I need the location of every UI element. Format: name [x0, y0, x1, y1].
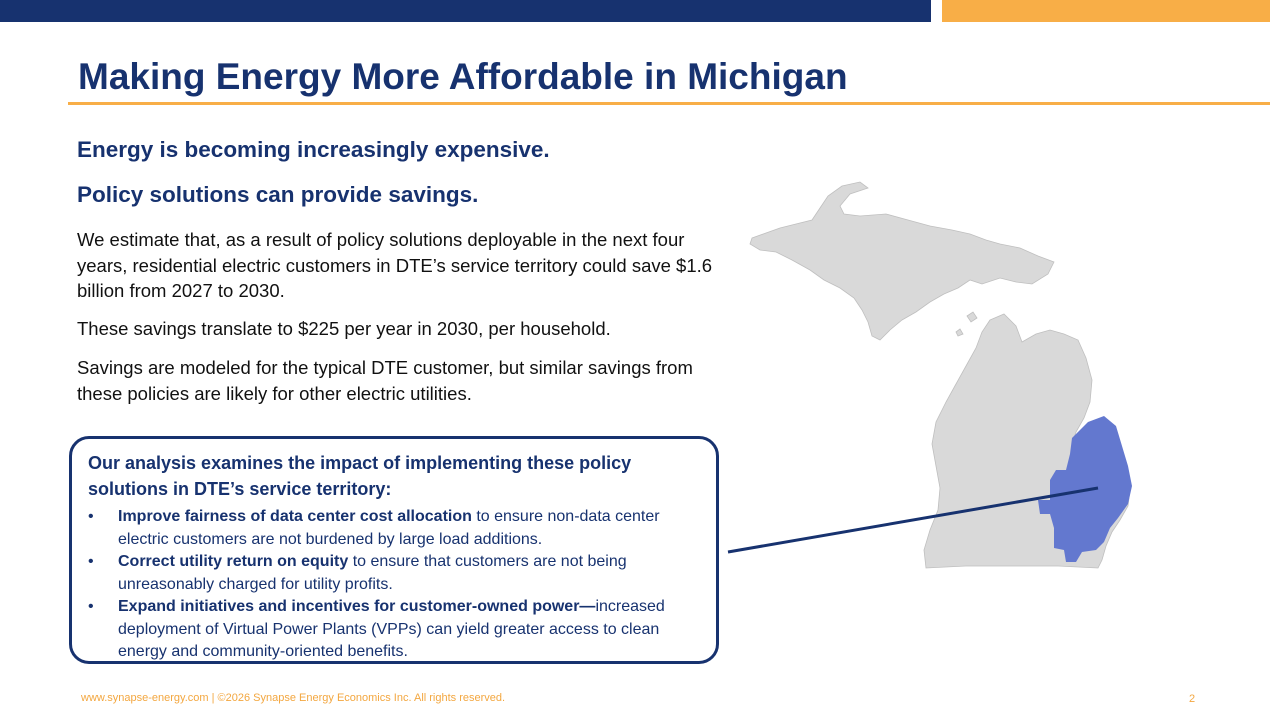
paragraph-per-household: These savings translate to $225 per year… — [77, 318, 611, 339]
policy-item-text: to ensure that customers are not being u… — [118, 553, 627, 593]
policy-item-bold: Improve fairness of data center cost all… — [118, 508, 472, 525]
callout-heading: Our analysis examines the impact of impl… — [88, 453, 632, 499]
header-bar-gold — [942, 0, 1270, 22]
analysis-callout-box: Our analysis examines the impact of impl… — [69, 436, 719, 664]
bullet-icon: • — [88, 508, 94, 525]
policy-item-customer-owned-power: • Expand initiatives and incentives for … — [88, 596, 700, 664]
policy-item-return-on-equity: • Correct utility return on equity to en… — [88, 551, 700, 596]
footer-copyright: www.synapse-energy.com | ©2026 Synapse E… — [81, 692, 506, 704]
policy-list: • Improve fairness of data center cost a… — [88, 506, 700, 664]
upper-peninsula-shape — [749, 181, 1055, 341]
paragraph-estimate: We estimate that, as a result of policy … — [77, 229, 713, 301]
policy-item-data-center: • Improve fairness of data center cost a… — [88, 506, 700, 551]
michigan-map — [727, 181, 1132, 569]
island-shape — [966, 311, 978, 323]
policy-item-bold: Expand initiatives and incentives for cu… — [118, 598, 596, 615]
callout-connector-line — [727, 486, 1099, 554]
policy-item-bold: Correct utility return on equity — [118, 553, 349, 570]
paragraph-other-utilities: Savings are modeled for the typical DTE … — [77, 357, 693, 404]
island-shape — [955, 328, 964, 337]
bullet-icon: • — [88, 598, 94, 615]
heading-expensive: Energy is becoming increasingly expensiv… — [77, 137, 550, 162]
page-number: 2 — [1189, 693, 1196, 705]
slide-title: Making Energy More Affordable in Michiga… — [78, 56, 848, 97]
bullet-icon: • — [88, 553, 94, 570]
heading-savings: Policy solutions can provide savings. — [77, 182, 479, 207]
policy-item-text: to ensure non-data center electric custo… — [118, 508, 660, 548]
policy-item-text: increased deployment of Virtual Power Pl… — [118, 598, 665, 660]
title-underline — [68, 102, 1270, 105]
header-bar-navy — [0, 0, 931, 22]
